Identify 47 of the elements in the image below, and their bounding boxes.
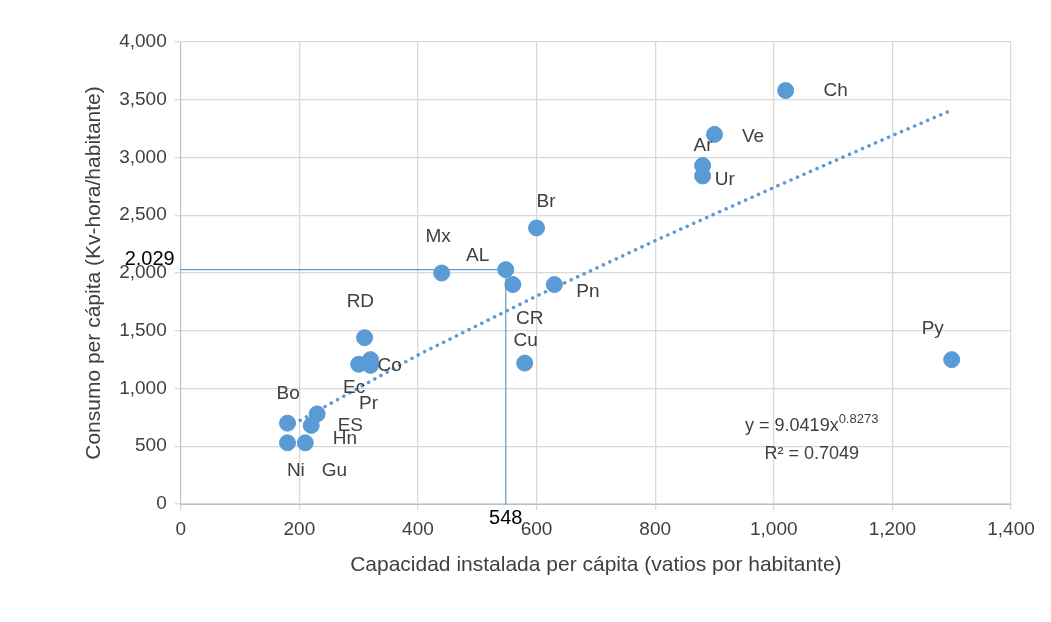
point [278, 414, 296, 432]
annotation: RD [346, 289, 375, 311]
y-tick-label: 4,000 [119, 30, 167, 52]
annotation: Ur [714, 168, 736, 190]
x-tick-label: 0 [175, 517, 187, 539]
point [356, 329, 374, 347]
point [302, 416, 320, 434]
x-tick-label: 200 [283, 517, 316, 539]
annotation: Mx [425, 225, 452, 247]
annotation: Ve [741, 125, 765, 147]
y-tick-label: 0 [156, 492, 167, 514]
point [545, 276, 563, 294]
annotation: 548 [489, 505, 523, 528]
annotation: CR [515, 307, 544, 329]
y-tick-label: 2,500 [119, 203, 167, 225]
annotation: Br [536, 190, 557, 212]
annotation: R² = 0.7049 [764, 442, 860, 463]
point [433, 264, 451, 282]
x-tick-label: 400 [402, 517, 434, 539]
x-tick-label: 1,000 [750, 517, 798, 539]
point [777, 82, 795, 100]
annotation: Ar [693, 134, 714, 156]
y-tick-label: 3,500 [119, 87, 167, 109]
point [278, 434, 296, 452]
y-tick-label: 1,500 [119, 318, 167, 340]
annotation: Py [921, 317, 945, 339]
y-tick-label: 500 [135, 434, 167, 456]
x-tick-label: 1,400 [987, 517, 1035, 539]
point [504, 276, 522, 294]
annotation: Gu [321, 458, 348, 480]
point [528, 219, 546, 237]
x-axis-title: Capacidad instalada per cápita (vatios por habitante) [350, 552, 842, 576]
point [516, 354, 534, 372]
x-tick-label: 1,200 [868, 517, 917, 539]
y-axis-title: Consumo per cápita (Kv-hora/habitante) [81, 86, 105, 460]
point [943, 351, 961, 369]
y-tick-label: 3,000 [119, 145, 167, 167]
point [296, 434, 314, 452]
y-tick-label: 1,000 [119, 376, 167, 398]
x-tick-label: 800 [639, 517, 672, 539]
annotation: Bo [276, 381, 300, 403]
annotation: Ni [286, 458, 305, 480]
annotation: Ch [823, 78, 848, 100]
annotation: Pn [576, 280, 600, 302]
point [497, 261, 515, 279]
annotation: AL [466, 243, 490, 265]
annotation: Cu [513, 329, 538, 351]
